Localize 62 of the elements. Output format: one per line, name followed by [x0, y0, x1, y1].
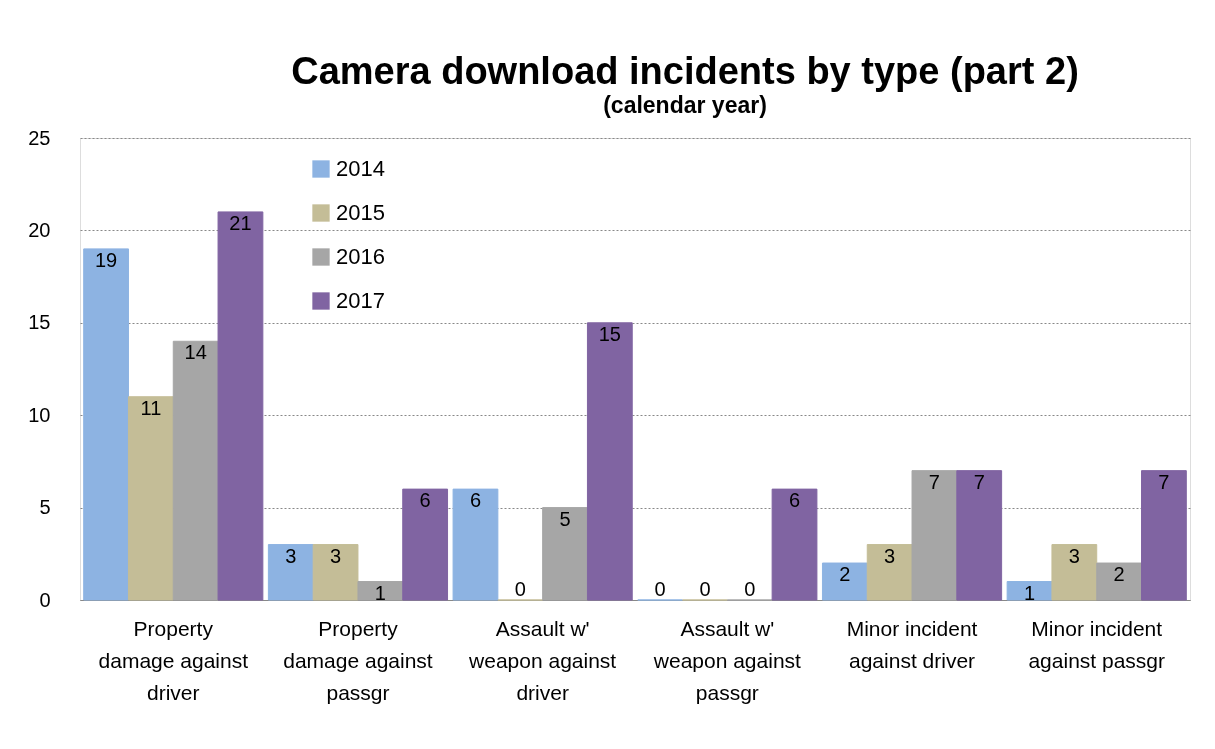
bar: [1096, 562, 1143, 601]
x-tick-label: Property damage against driver: [98, 616, 249, 704]
y-tick-label: 25: [28, 126, 51, 149]
x-tick-label: Minor incident against passgr: [1028, 616, 1166, 672]
data-label: 3: [1068, 544, 1080, 567]
data-label: 2: [1113, 563, 1125, 586]
chart-title: Camera download incidents by type (part 2): [291, 50, 1079, 92]
y-tick-label: 5: [39, 496, 51, 519]
bar: [1051, 544, 1098, 601]
data-label: 1: [374, 581, 386, 604]
data-label: 0: [514, 578, 526, 600]
legend-label: 2017: [336, 288, 385, 313]
data-label: 2: [839, 563, 851, 586]
x-tick-label: Property damage against passgr: [283, 616, 433, 704]
data-label: 3: [330, 544, 342, 567]
bar: [402, 488, 449, 601]
data-label: 15: [598, 322, 621, 345]
data-label: 0: [654, 578, 666, 600]
data-label: 1: [1023, 581, 1036, 604]
x-tick-label: Assault w' weapon against passgr: [652, 616, 802, 704]
bar: [1006, 581, 1053, 601]
y-tick-label: 0: [39, 588, 51, 611]
chart-subtitle: (calendar year): [603, 92, 767, 118]
bar: [217, 211, 264, 601]
bar: [956, 470, 1003, 601]
legend-label: 2016: [336, 244, 385, 269]
bar: [83, 248, 129, 601]
bar: [452, 488, 499, 601]
data-label: 6: [469, 489, 482, 512]
bar: [866, 544, 913, 601]
x-tick-label: Minor incident against driver: [846, 616, 978, 672]
bar: [127, 396, 174, 601]
bar: [357, 581, 404, 601]
bar: [1141, 470, 1187, 601]
data-label: 6: [788, 489, 801, 512]
legend-label: 2014: [336, 156, 385, 181]
data-label: 7: [1158, 470, 1170, 493]
y-tick-label: 10: [28, 403, 51, 426]
data-label: 0: [744, 578, 756, 600]
y-tick-label: 15: [28, 311, 51, 334]
data-label: 3: [884, 544, 896, 567]
bar: [586, 322, 633, 601]
bar: [911, 470, 958, 601]
data-label: 0: [699, 578, 711, 600]
x-tick-label: Assault w' weapon against driver: [468, 616, 617, 704]
data-label: 7: [973, 470, 985, 493]
bar: [821, 562, 868, 601]
y-tick-label: 20: [28, 218, 51, 241]
bar: [771, 488, 818, 601]
data-label: 5: [559, 507, 571, 530]
data-label: 11: [140, 396, 162, 419]
data-label: 19: [94, 248, 118, 271]
data-label: 3: [285, 544, 297, 567]
bar: [312, 544, 359, 601]
legend-label: 2015: [336, 200, 385, 225]
bar: [542, 507, 588, 601]
data-label: 7: [928, 470, 940, 493]
data-label: 6: [419, 489, 431, 512]
bar: [267, 544, 314, 601]
data-label: 21: [229, 211, 252, 234]
bar: [172, 340, 219, 601]
data-label: 14: [184, 341, 207, 364]
